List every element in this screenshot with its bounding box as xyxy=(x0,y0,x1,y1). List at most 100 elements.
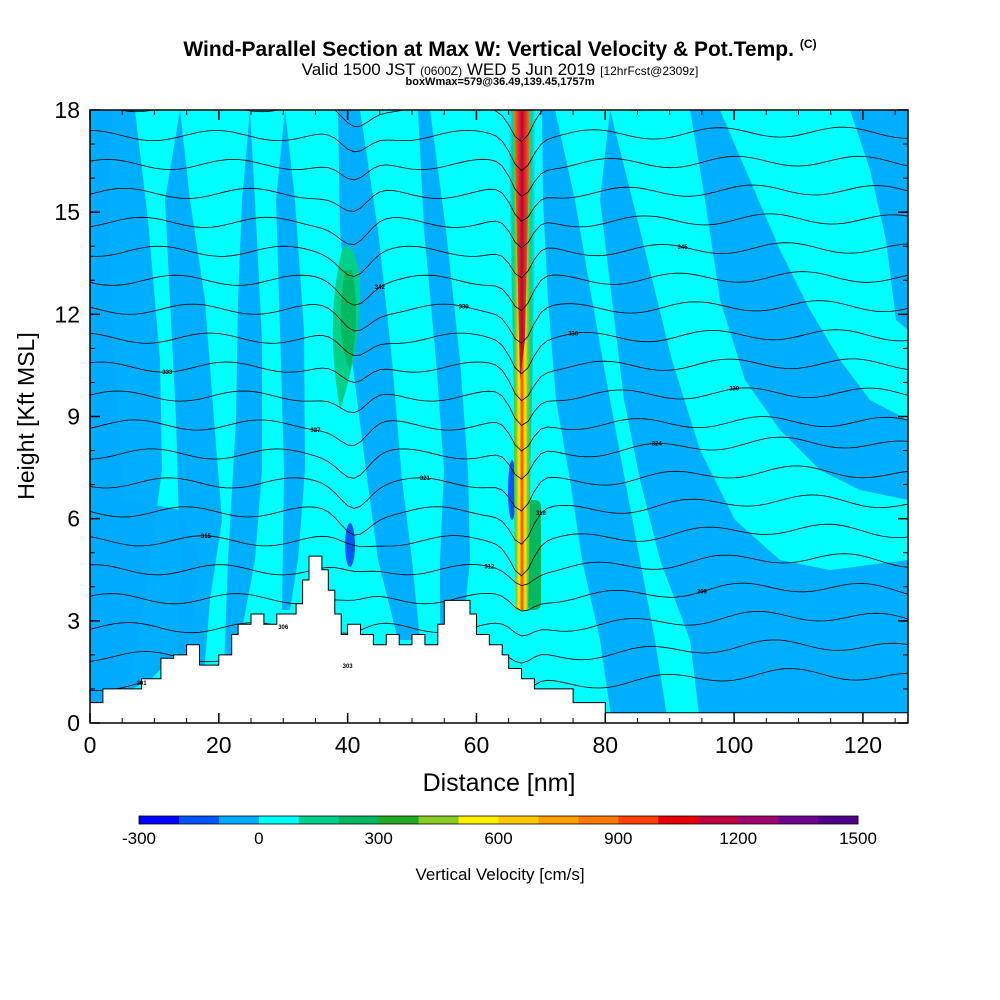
colorbar-swatch xyxy=(139,816,180,824)
valid-prefix: Valid 1500 JST xyxy=(301,60,416,79)
terrain-profile xyxy=(89,555,909,724)
isentrope-line xyxy=(90,494,908,545)
x-tick-label: 60 xyxy=(464,732,490,758)
isentrope-line xyxy=(90,155,908,198)
contour-label: 309 xyxy=(697,590,708,596)
downdraft-region xyxy=(165,110,222,723)
contour-label: 318 xyxy=(536,511,547,517)
colorbar-swatch xyxy=(618,816,659,824)
y-tick-label: 3 xyxy=(67,608,80,634)
isentrope-line xyxy=(90,358,908,402)
isentrope-line xyxy=(90,387,908,427)
colorbar-swatch xyxy=(658,816,699,824)
isentrope-line xyxy=(90,242,908,279)
colorbar-swatch xyxy=(458,816,499,824)
contour-label: 327 xyxy=(310,428,321,434)
isentrope-line xyxy=(90,126,908,172)
contour-label: 324 xyxy=(652,441,663,447)
isentrope-line xyxy=(90,271,908,312)
downdraft-region xyxy=(690,110,908,500)
y-tick-label: 18 xyxy=(54,97,80,123)
isentrope-line xyxy=(90,213,908,249)
isentrope-line xyxy=(117,110,648,143)
isentrope-line xyxy=(90,184,908,222)
isentrope-line xyxy=(90,553,908,587)
y-axis: 0 3 6 9 12 15 18 xyxy=(54,97,908,736)
box-info: boxWmax=579@36.49,139.45,1757m xyxy=(405,76,595,88)
colorbar-frame xyxy=(138,815,859,825)
downdraft-region xyxy=(90,500,200,700)
colorbar-swatch xyxy=(498,816,539,824)
downdraft-region xyxy=(600,110,908,723)
x-axis-label: Distance [nm] xyxy=(423,769,576,797)
valid-utc: (0600Z) xyxy=(420,64,463,78)
colorbar-tick-label: 300 xyxy=(364,829,392,848)
x-tick-label: 80 xyxy=(592,732,618,758)
isentrope-line xyxy=(90,523,908,577)
colorbar-swatch xyxy=(698,816,739,824)
valid-date: WED 5 Jun 2019 xyxy=(466,60,596,79)
contour-label: 345 xyxy=(678,245,689,251)
contour-label: 333 xyxy=(162,370,173,376)
y-tick-label: 9 xyxy=(67,404,80,430)
colorbar-tick-label: -300 xyxy=(122,829,156,848)
colorbar: -300 0 300 600 900 1200 1500 xyxy=(122,815,877,848)
colorbar-swatch xyxy=(338,816,379,824)
x-axis: 0 20 40 60 80 100 120 xyxy=(84,110,896,758)
colorbar-swatch xyxy=(298,816,340,824)
chart-subtitle: Valid 1500 JST (0600Z) WED 5 Jun 2019 [1… xyxy=(0,60,1000,80)
downdraft-region xyxy=(338,110,420,640)
isentrope-line xyxy=(90,610,908,637)
colorbar-tick-label: 0 xyxy=(254,829,263,848)
contour-label: 336 xyxy=(568,332,579,338)
chart-title: Wind-Parallel Section at Max W: Vertical… xyxy=(0,37,1000,62)
x-tick-label: 40 xyxy=(335,732,361,758)
downdraft-region xyxy=(276,110,305,610)
colorbar-swatch xyxy=(818,816,859,824)
colorbar-tick-label: 1500 xyxy=(839,829,877,848)
colorbar-tick-label: 1200 xyxy=(719,829,757,848)
contour-label: 306 xyxy=(278,625,289,631)
y-tick-label: 15 xyxy=(54,199,80,225)
updraft-core xyxy=(340,270,356,370)
isentrope-line xyxy=(90,436,908,480)
contour-label: 339 xyxy=(459,304,470,310)
downdraft-region xyxy=(542,110,668,723)
y-tick-label: 6 xyxy=(67,506,80,532)
y-tick-label: 0 xyxy=(67,710,80,736)
contour-labels: 301 303 306 309 312 315 318 321 324 327 330 333 336 3… xyxy=(137,245,740,687)
x-tick-label: 120 xyxy=(844,732,882,758)
colorbar-swatch xyxy=(578,816,619,824)
contour-label: 321 xyxy=(420,476,431,482)
colorbar-swatch xyxy=(538,816,579,824)
isentrope-line xyxy=(90,465,908,512)
colorbar-swatch xyxy=(218,816,260,824)
colorbar-swatch xyxy=(258,816,300,824)
downdraft-region xyxy=(418,110,470,640)
velocity-field xyxy=(90,110,908,723)
isentrope-line xyxy=(90,582,908,612)
colorbar-swatch xyxy=(178,816,220,824)
colorbar-swatch xyxy=(418,816,459,824)
isentrope-line xyxy=(90,300,908,344)
contour-label: 330 xyxy=(729,387,740,393)
x-tick-label: 100 xyxy=(715,732,753,758)
forecast-info: [12hrFcst@2309z] xyxy=(600,64,699,78)
contour-label: 342 xyxy=(375,285,386,291)
x-tick-label: 0 xyxy=(84,732,97,758)
colorbar-tick-label: 600 xyxy=(484,829,512,848)
y-axis-label: Height [Kft MSL] xyxy=(13,332,39,499)
downdraft-region xyxy=(850,110,908,330)
colorbar-swatch xyxy=(378,816,419,824)
isentrope-line xyxy=(90,416,908,452)
chart-title-mark: (C) xyxy=(799,37,817,51)
colorbar-tick-label: 900 xyxy=(604,829,632,848)
chart-title-text: Wind-Parallel Section at Max W: Vertical… xyxy=(183,38,794,61)
contour-label: 301 xyxy=(137,681,148,687)
colorbar-swatch xyxy=(738,816,779,824)
contour-label: 315 xyxy=(201,534,212,540)
isentrope-line xyxy=(90,329,908,375)
colorbar-label: Vertical Velocity [cm/s] xyxy=(415,865,584,884)
updraft-column-core xyxy=(514,110,530,380)
contour-label: 312 xyxy=(484,565,495,571)
